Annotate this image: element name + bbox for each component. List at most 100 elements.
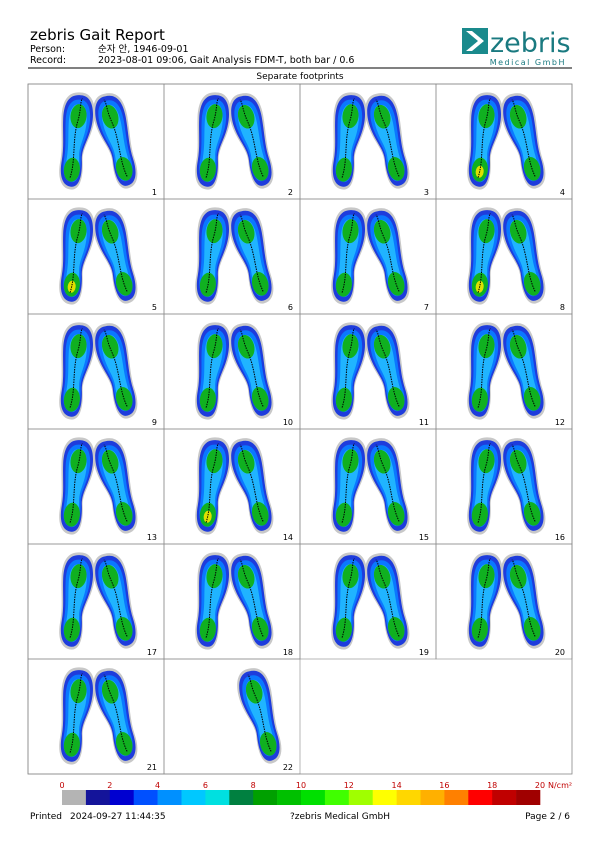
cop-line xyxy=(103,99,128,177)
cop-line xyxy=(239,99,264,177)
footprint xyxy=(331,322,367,420)
forefoot xyxy=(478,219,495,244)
scale-swatch xyxy=(444,790,469,805)
footprint xyxy=(501,323,546,419)
forefoot xyxy=(101,564,119,589)
forefoot xyxy=(101,334,119,359)
cop-line xyxy=(511,444,536,522)
logo: zebris Medical GmbH xyxy=(462,28,571,67)
section-title: Separate footprints xyxy=(256,72,343,82)
cop-line xyxy=(511,559,536,637)
forefoot xyxy=(101,449,119,474)
cop-line xyxy=(205,328,219,408)
footprint xyxy=(467,207,503,305)
scale-tick: 6 xyxy=(203,781,208,790)
footprint-pair xyxy=(237,668,282,764)
footprint-pair xyxy=(331,552,410,650)
forefoot xyxy=(478,564,495,589)
footprint xyxy=(59,437,95,535)
footprint-pair xyxy=(195,437,274,535)
forefoot xyxy=(237,219,255,244)
footprint xyxy=(365,438,410,534)
footprint xyxy=(501,553,546,649)
scale-swatch xyxy=(301,790,326,805)
footprint-pair xyxy=(467,92,546,190)
footer-company: ?zebris Medical GmbH xyxy=(290,812,390,822)
footprint xyxy=(59,552,95,650)
forefoot xyxy=(237,449,255,474)
scale-swatch xyxy=(181,790,206,805)
forefoot xyxy=(206,334,223,359)
cell-number: 16 xyxy=(555,533,565,542)
cop-line xyxy=(375,444,400,522)
scale-tick: 4 xyxy=(155,781,160,790)
footprint xyxy=(59,322,95,420)
footprint xyxy=(195,552,231,650)
cell-number: 11 xyxy=(419,418,429,427)
cop-line xyxy=(477,98,491,178)
scale-swatch xyxy=(348,790,373,805)
scale-tick: 0 xyxy=(59,781,64,790)
cop-line xyxy=(69,328,83,408)
cell-number: 5 xyxy=(152,303,157,312)
forefoot xyxy=(478,104,495,129)
forefoot xyxy=(101,104,119,129)
cell-number: 9 xyxy=(152,418,157,427)
person-value: 순자 안, 1946-09-01 xyxy=(98,44,189,55)
forefoot xyxy=(373,334,391,359)
cell-number: 22 xyxy=(283,763,293,772)
scale-tick: 10 xyxy=(296,781,306,790)
footprint xyxy=(195,92,231,190)
forefoot xyxy=(101,219,119,244)
cell-number: 20 xyxy=(555,648,565,657)
page-number: Page 2 / 6 xyxy=(525,812,570,822)
cop-line xyxy=(375,559,400,637)
footprint-pair xyxy=(59,552,138,650)
footprint-cell xyxy=(435,543,573,660)
scale-tick: 16 xyxy=(439,781,449,790)
footprint xyxy=(229,553,274,649)
footprint xyxy=(501,93,546,189)
cop-line xyxy=(375,329,400,407)
scale-swatch xyxy=(62,790,87,805)
cop-line xyxy=(511,99,536,177)
footprint-pair xyxy=(195,552,274,650)
forefoot xyxy=(70,564,87,589)
cop-line xyxy=(205,213,219,293)
report-title: zebris Gait Report xyxy=(30,26,165,44)
footprint xyxy=(501,208,546,304)
scale-tick: 18 xyxy=(487,781,497,790)
footprint xyxy=(331,207,367,305)
forefoot xyxy=(373,564,391,589)
scale-tick: 8 xyxy=(251,781,256,790)
cop-line xyxy=(103,559,128,637)
footprint xyxy=(229,323,274,419)
forefoot xyxy=(373,449,391,474)
cop-line xyxy=(375,214,400,292)
forefoot xyxy=(206,564,223,589)
forefoot xyxy=(373,104,391,129)
cell-number: 4 xyxy=(560,188,565,197)
printed-label: Printed xyxy=(30,812,62,822)
footprint xyxy=(93,553,138,649)
forefoot xyxy=(509,449,527,474)
cop-line xyxy=(205,98,219,178)
footprint-pair xyxy=(331,437,410,535)
cop-line xyxy=(375,99,400,177)
scale-swatch xyxy=(396,790,421,805)
footprint-pair xyxy=(59,322,138,420)
cell-number: 12 xyxy=(555,418,565,427)
cop-line xyxy=(205,443,219,523)
cell-number: 17 xyxy=(147,648,157,657)
forefoot xyxy=(342,334,359,359)
cop-line xyxy=(239,559,264,637)
footprint xyxy=(59,207,95,305)
forefoot xyxy=(101,679,119,704)
footprint xyxy=(331,92,367,190)
cell-number: 1 xyxy=(152,188,157,197)
cop-line xyxy=(103,329,128,407)
forefoot xyxy=(206,104,223,129)
scale-swatch xyxy=(253,790,278,805)
footprint xyxy=(467,437,503,535)
cell-number: 10 xyxy=(283,418,293,427)
